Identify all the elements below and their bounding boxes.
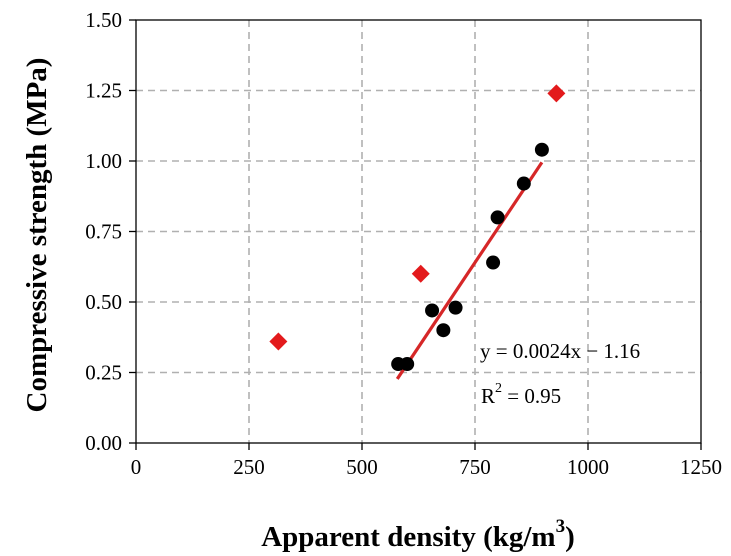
fit-line-layer — [395, 161, 544, 380]
r-squared-value: = 0.95 — [502, 384, 561, 408]
x-tick-label: 0 — [131, 455, 142, 479]
y-tick-label: 1.00 — [85, 149, 122, 173]
regression-line — [395, 161, 544, 380]
data-point-circle — [490, 210, 505, 225]
data-point-circle — [516, 176, 531, 191]
ticks-layer — [129, 19, 702, 450]
y-tick-label: 0.25 — [85, 361, 122, 385]
x-axis-title-superscript: 3 — [556, 516, 566, 537]
data-point-diamond — [411, 264, 430, 283]
data-point-diamond — [547, 84, 566, 103]
points-layer — [269, 84, 566, 372]
x-tick-label: 1000 — [567, 455, 609, 479]
r-squared-annotation: R2 = 0.95 — [481, 381, 561, 408]
fit-equation-annotation: y = 0.0024x − 1.16 — [480, 339, 640, 363]
y-tick-label: 1.50 — [85, 8, 122, 32]
x-tick-label: 500 — [346, 455, 378, 479]
data-point-circle — [436, 323, 451, 338]
y-tick-label: 0.00 — [85, 431, 122, 455]
data-point-circle — [425, 303, 440, 318]
data-point-circle — [400, 357, 415, 372]
x-tick-label: 750 — [459, 455, 491, 479]
data-point-circle — [448, 300, 463, 315]
grid-layer — [136, 20, 701, 443]
y-axis-title: Compressive strength (MPa) — [21, 58, 53, 413]
y-tick-label: 0.75 — [85, 220, 122, 244]
x-axis-title-main: Apparent density (kg/m — [261, 521, 555, 553]
y-tick-label: 0.50 — [85, 290, 122, 314]
r-squared-prefix: R — [481, 384, 495, 408]
x-tick-label: 1250 — [680, 455, 722, 479]
x-axis-title: Apparent density (kg/m3) — [261, 516, 575, 553]
x-tick-label: 250 — [233, 455, 265, 479]
data-point-circle — [486, 255, 501, 270]
y-tick-label: 1.25 — [85, 79, 122, 103]
data-point-diamond — [269, 332, 288, 351]
x-axis-title-end: ) — [565, 521, 575, 553]
data-point-circle — [534, 142, 549, 157]
tick-labels-layer: 0 250 500 750 1000 1250 0.00 0.25 0.50 0.75 1.00 1.… — [85, 8, 722, 479]
r-squared-superscript: 2 — [495, 381, 502, 396]
